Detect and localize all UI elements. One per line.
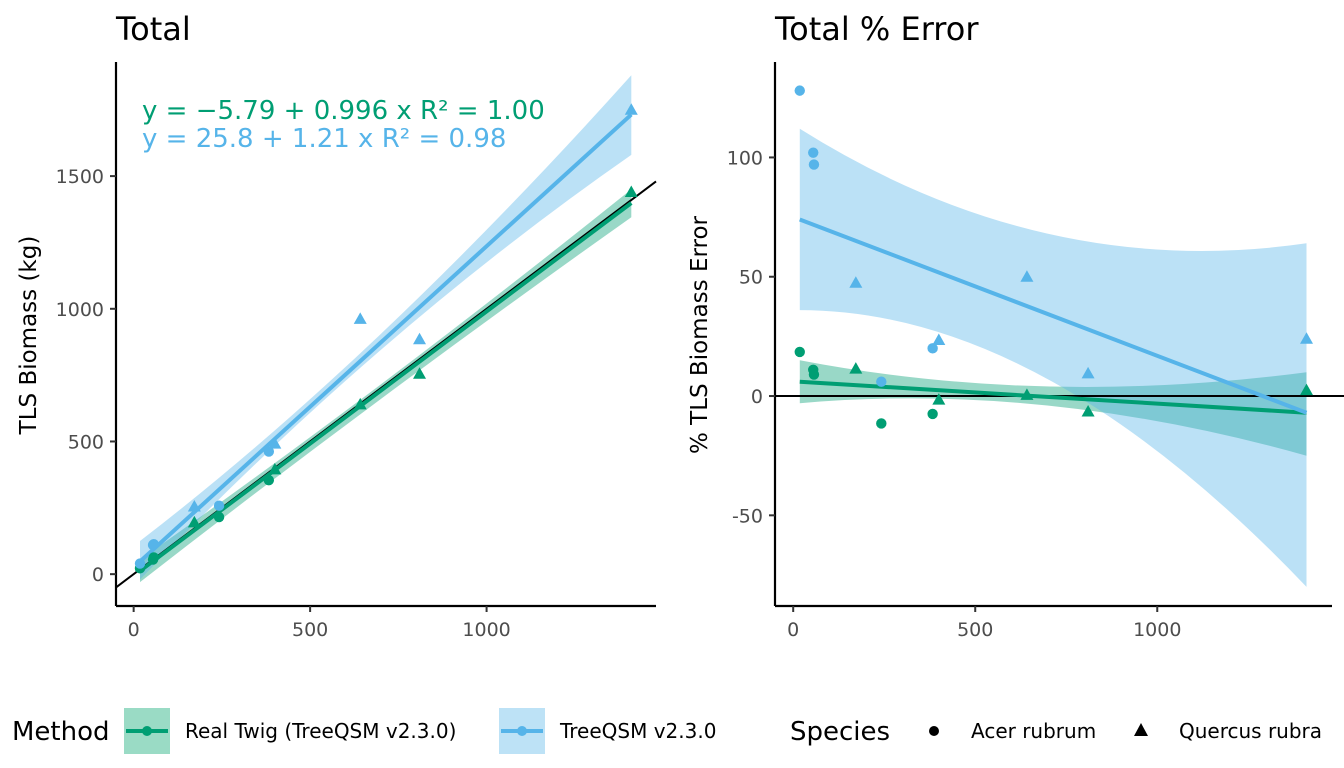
panel-error-title: Total % Error bbox=[774, 10, 979, 48]
equation-real-twig: y = −5.79 + 0.996 x R² = 1.00 bbox=[142, 96, 545, 126]
point-treeqsm-v2-3-0-acer-rubrum-5 bbox=[263, 446, 275, 457]
point-real-twig-treeqsm-v2-3-0-acer-rubrum-5 bbox=[263, 475, 275, 486]
point-real-twig-treeqsm-v2-3-0-quercus-rubra-7 bbox=[353, 397, 367, 410]
legend-method-title: Method bbox=[12, 717, 110, 747]
point-treeqsm-v2-3-0-quercus-rubra-7 bbox=[1020, 270, 1034, 282]
point-treeqsm-v2-3-0-quercus-rubra-6 bbox=[268, 437, 282, 449]
point-real-twig-treeqsm-v2-3-0-acer-rubrum-0 bbox=[794, 346, 805, 358]
legend-label-real-twig: Real Twig (TreeQSM v2.3.0) bbox=[185, 719, 456, 743]
point-treeqsm-v2-3-0-quercus-rubra-9 bbox=[624, 103, 638, 115]
x-tick-label: 1000 bbox=[462, 619, 510, 641]
legend-label-acer-rubrum: Acer rubrum bbox=[971, 719, 1096, 743]
point-treeqsm-v2-3-0-quercus-rubra-8 bbox=[413, 332, 427, 345]
panel-error-fit-lines bbox=[799, 217, 1308, 415]
legend-key-treeqsm bbox=[499, 708, 545, 754]
legend: Method Real Twig (TreeQSM v2.3.0) TreeQS… bbox=[12, 708, 1322, 754]
equation-treeqsm: y = 25.8 + 1.21 x R² = 0.98 bbox=[142, 124, 506, 154]
panel-error-points bbox=[794, 85, 1314, 429]
panel-error: Total % Error 0 500 1000 -50 0 50 100 % TLS Bi… bbox=[687, 10, 1344, 641]
y-tick-label: -50 bbox=[732, 505, 763, 527]
x-tick-label: 0 bbox=[128, 619, 140, 641]
fit-line-real-twig-treeqsm-v2-3-0 bbox=[799, 379, 1307, 415]
point-treeqsm-v2-3-0-acer-rubrum-2 bbox=[808, 159, 820, 170]
panel-error-ylabel: % TLS Biomass Error bbox=[687, 215, 713, 454]
legend-key-acer-rubrum bbox=[929, 726, 939, 736]
point-real-twig-treeqsm-v2-3-0-quercus-rubra-9 bbox=[1300, 383, 1314, 396]
legend-key-real-twig bbox=[124, 708, 170, 754]
point-treeqsm-v2-3-0-quercus-rubra-7 bbox=[353, 312, 367, 324]
panel-total-ylabel: TLS Biomass (kg) bbox=[16, 236, 42, 436]
point-real-twig-treeqsm-v2-3-0-quercus-rubra-9 bbox=[624, 185, 638, 198]
x-tick-label: 0 bbox=[787, 619, 799, 641]
panel-total-title: Total bbox=[115, 10, 191, 48]
panel-error-axes: 0 500 1000 -50 0 50 100 bbox=[727, 62, 1332, 641]
y-tick-label: 0 bbox=[92, 564, 104, 586]
y-tick-label: 1500 bbox=[56, 166, 104, 188]
point-treeqsm-v2-3-0-acer-rubrum-5 bbox=[927, 343, 938, 354]
legend-key-quercus-rubra bbox=[1134, 723, 1148, 736]
legend-label-quercus-rubra: Quercus rubra bbox=[1179, 719, 1322, 743]
point-real-twig-treeqsm-v2-3-0-acer-rubrum-4 bbox=[876, 418, 887, 429]
point-treeqsm-v2-3-0-acer-rubrum-2 bbox=[148, 538, 159, 550]
point-treeqsm-v2-3-0-acer-rubrum-0 bbox=[134, 558, 146, 569]
point-treeqsm-v2-3-0-acer-rubrum-4 bbox=[876, 376, 887, 387]
point-real-twig-treeqsm-v2-3-0-quercus-rubra-6 bbox=[268, 462, 282, 475]
point-real-twig-treeqsm-v2-3-0-quercus-rubra-8 bbox=[1081, 405, 1095, 417]
panel-total-axes: 0 500 1000 0 500 1000 1500 bbox=[56, 62, 656, 641]
y-tick-label: 500 bbox=[68, 431, 104, 453]
y-tick-label: 100 bbox=[727, 147, 763, 169]
point-real-twig-treeqsm-v2-3-0-acer-rubrum-2 bbox=[148, 552, 159, 563]
point-treeqsm-v2-3-0-acer-rubrum-0 bbox=[794, 85, 805, 96]
point-real-twig-treeqsm-v2-3-0-quercus-rubra-8 bbox=[413, 367, 427, 379]
point-treeqsm-v2-3-0-quercus-rubra-3 bbox=[187, 499, 201, 512]
panel-total: Total 0 500 1000 0 500 1000 1500 y = −5.79 + 0… bbox=[16, 10, 657, 641]
point-treeqsm-v2-3-0-acer-rubrum-1 bbox=[808, 147, 819, 158]
panel-total-points bbox=[134, 103, 638, 574]
x-tick-label: 500 bbox=[292, 619, 328, 641]
point-treeqsm-v2-3-0-quercus-rubra-8 bbox=[1081, 366, 1095, 379]
fit-line-treeqsm-v2-3-0 bbox=[799, 217, 1308, 415]
point-real-twig-treeqsm-v2-3-0-acer-rubrum-2 bbox=[808, 369, 820, 380]
point-real-twig-treeqsm-v2-3-0-quercus-rubra-7 bbox=[1020, 388, 1034, 400]
x-tick-label: 500 bbox=[957, 619, 993, 641]
y-tick-label: 0 bbox=[751, 386, 763, 408]
point-real-twig-treeqsm-v2-3-0-quercus-rubra-6 bbox=[932, 393, 946, 405]
point-real-twig-treeqsm-v2-3-0-acer-rubrum-4 bbox=[213, 511, 225, 523]
panel-error-bands bbox=[799, 128, 1307, 587]
point-treeqsm-v2-3-0-quercus-rubra-3 bbox=[849, 276, 863, 288]
legend-label-treeqsm: TreeQSM v2.3.0 bbox=[559, 719, 716, 743]
y-tick-label: 1000 bbox=[56, 299, 104, 321]
point-real-twig-treeqsm-v2-3-0-acer-rubrum-5 bbox=[927, 408, 938, 420]
point-real-twig-treeqsm-v2-3-0-quercus-rubra-3 bbox=[187, 515, 201, 528]
point-real-twig-treeqsm-v2-3-0-quercus-rubra-3 bbox=[849, 362, 863, 374]
y-tick-label: 50 bbox=[739, 267, 763, 289]
legend-species-title: Species bbox=[790, 717, 890, 747]
point-treeqsm-v2-3-0-quercus-rubra-6 bbox=[932, 333, 946, 345]
band-real-twig-treeqsm-v2-3-0 bbox=[799, 360, 1307, 456]
fit-line-treeqsm-v2-3-0 bbox=[138, 113, 633, 564]
band-treeqsm-v2-3-0 bbox=[799, 128, 1307, 587]
point-treeqsm-v2-3-0-quercus-rubra-9 bbox=[1300, 332, 1314, 344]
point-treeqsm-v2-3-0-acer-rubrum-4 bbox=[213, 500, 225, 511]
band-treeqsm-v2-3-0 bbox=[140, 75, 632, 580]
x-tick-label: 1000 bbox=[1133, 619, 1181, 641]
